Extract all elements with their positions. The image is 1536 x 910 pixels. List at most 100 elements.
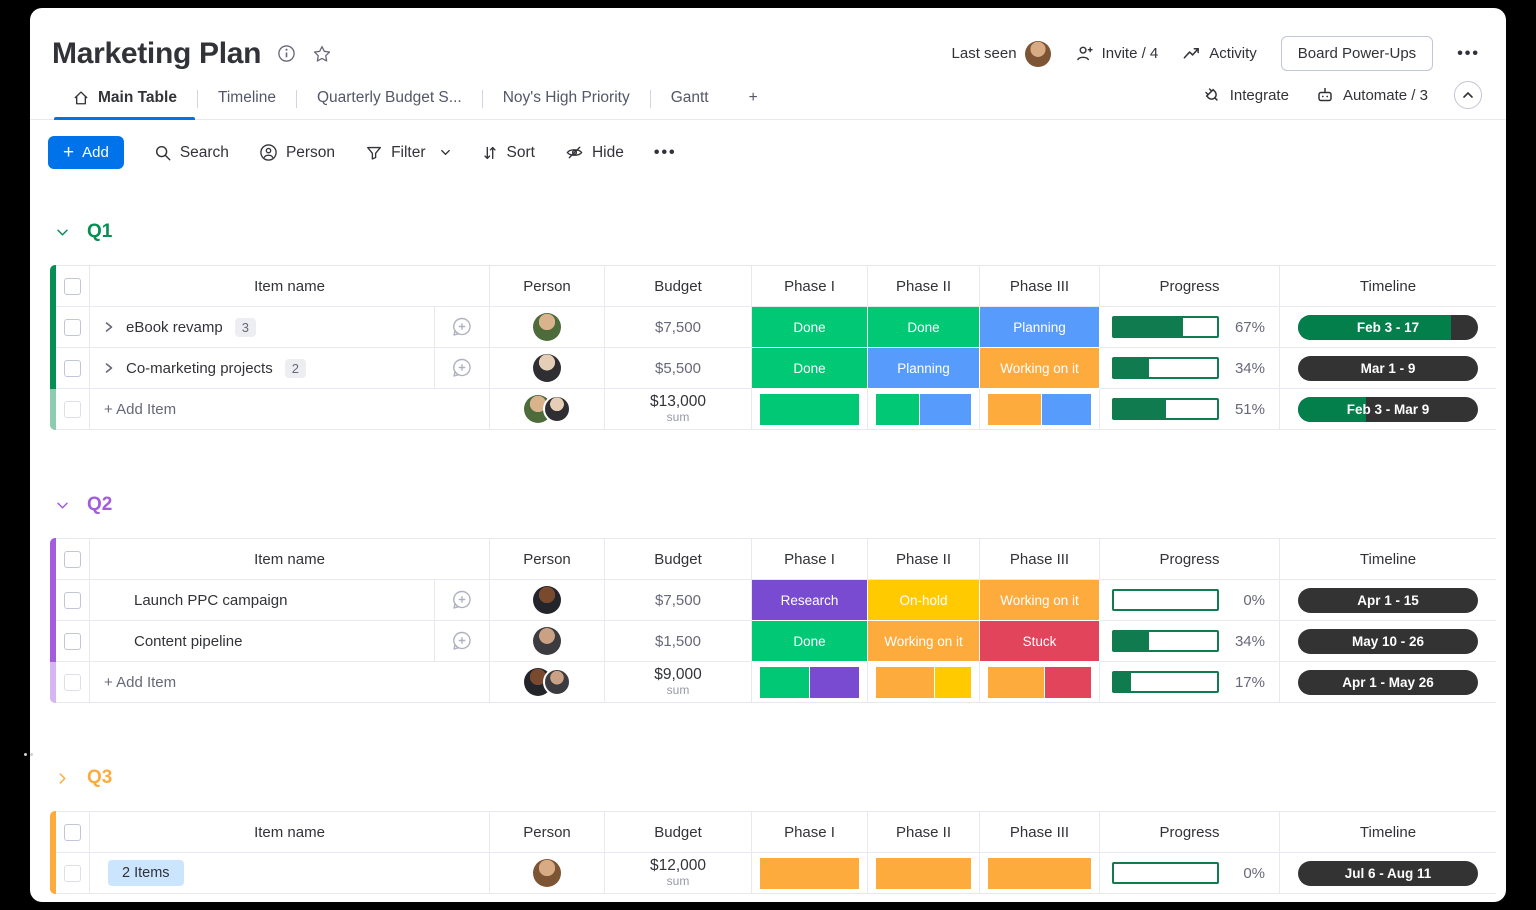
hide-button[interactable]: Hide xyxy=(565,143,624,162)
tab-noys-high-priority[interactable]: Noy's High Priority xyxy=(483,79,650,119)
progress-bar[interactable] xyxy=(1112,630,1219,652)
progress-bar[interactable] xyxy=(1112,589,1219,611)
column-header-progress[interactable]: Progress xyxy=(1100,812,1280,853)
column-header-phase1[interactable]: Phase I xyxy=(752,539,868,580)
add-item-cell[interactable]: + Add Item xyxy=(90,389,490,430)
progress-bar[interactable] xyxy=(1112,357,1219,379)
column-header-item[interactable]: Item name xyxy=(90,266,490,307)
sort-button[interactable]: Sort xyxy=(481,144,535,162)
drag-handle-dots[interactable] xyxy=(24,753,33,756)
avatar[interactable] xyxy=(533,859,561,887)
phase2-status[interactable]: On-hold xyxy=(868,580,980,621)
search-button[interactable]: Search xyxy=(154,144,229,162)
phase2-status[interactable]: Planning xyxy=(868,348,980,389)
column-header-item[interactable]: Item name xyxy=(90,539,490,580)
column-header-phase3[interactable]: Phase III xyxy=(980,812,1100,853)
item-cell[interactable]: Launch PPC campaign xyxy=(90,580,435,621)
column-header-phase1[interactable]: Phase I xyxy=(752,266,868,307)
avatar[interactable] xyxy=(542,395,571,423)
tab-quarterly-budget[interactable]: Quarterly Budget S... xyxy=(297,79,482,119)
column-header-phase2[interactable]: Phase II xyxy=(868,266,980,307)
column-header-person[interactable]: Person xyxy=(490,539,605,580)
row-checkbox[interactable] xyxy=(64,400,81,418)
phase1-status[interactable]: Research xyxy=(752,580,868,621)
row-checkbox[interactable] xyxy=(64,632,81,650)
status-battery[interactable] xyxy=(988,857,1091,889)
collapse-group-icon[interactable] xyxy=(55,498,70,513)
last-seen[interactable]: Last seen xyxy=(952,40,1051,67)
timeline-pill[interactable]: Mar 1 - 9 xyxy=(1298,355,1478,381)
item-cell[interactable]: Content pipeline xyxy=(90,621,435,662)
column-header-phase3[interactable]: Phase III xyxy=(980,266,1100,307)
column-header-budget[interactable]: Budget xyxy=(605,266,752,307)
item-name[interactable]: Launch PPC campaign xyxy=(134,591,288,609)
board-power-ups-button[interactable]: Board Power-Ups xyxy=(1280,36,1434,71)
person-cell[interactable] xyxy=(490,307,605,348)
phase2-status[interactable]: Done xyxy=(868,307,980,348)
column-header-progress[interactable]: Progress xyxy=(1100,539,1280,580)
status-battery[interactable] xyxy=(760,393,859,425)
phase3-status[interactable]: Working on it xyxy=(980,348,1100,389)
row-checkbox[interactable] xyxy=(64,673,81,691)
progress-bar[interactable] xyxy=(1112,862,1219,884)
person-cell[interactable] xyxy=(490,621,605,662)
expand-group-icon[interactable] xyxy=(55,771,70,786)
phase1-status[interactable]: Done xyxy=(752,621,868,662)
timeline-pill[interactable]: Apr 1 - May 26 xyxy=(1298,669,1478,695)
status-battery[interactable] xyxy=(876,393,971,425)
timeline-pill[interactable]: Feb 3 - 17 xyxy=(1298,314,1478,340)
avatar[interactable] xyxy=(533,586,561,614)
expand-row-icon[interactable] xyxy=(104,321,114,333)
collapse-group-icon[interactable] xyxy=(55,225,70,240)
timeline-pill[interactable]: Apr 1 - 15 xyxy=(1298,587,1478,613)
timeline-pill[interactable]: May 10 - 26 xyxy=(1298,628,1478,654)
add-conversation-icon[interactable] xyxy=(450,356,474,380)
row-checkbox[interactable] xyxy=(64,591,81,609)
item-cell[interactable]: eBook revamp 3 xyxy=(90,307,435,348)
chevron-down-icon[interactable] xyxy=(440,147,451,158)
column-header-person[interactable]: Person xyxy=(490,812,605,853)
progress-bar[interactable] xyxy=(1112,671,1219,693)
phase1-status[interactable]: Done xyxy=(752,307,868,348)
column-header-phase2[interactable]: Phase II xyxy=(868,539,980,580)
select-all-checkbox[interactable] xyxy=(64,277,81,295)
phase3-status[interactable]: Working on it xyxy=(980,580,1100,621)
select-all-checkbox[interactable] xyxy=(64,823,81,841)
row-checkbox[interactable] xyxy=(64,864,81,882)
person-cell[interactable] xyxy=(490,348,605,389)
add-item-label[interactable]: + Add Item xyxy=(104,673,177,691)
phase3-status[interactable]: Planning xyxy=(980,307,1100,348)
status-battery[interactable] xyxy=(988,666,1091,698)
avatar[interactable] xyxy=(533,313,561,341)
add-button[interactable]: + Add xyxy=(48,136,124,169)
status-battery[interactable] xyxy=(760,666,859,698)
add-item-label[interactable]: + Add Item xyxy=(104,400,177,418)
item-name[interactable]: Content pipeline xyxy=(134,632,243,650)
budget-cell[interactable]: $7,500 xyxy=(605,580,752,621)
group-name[interactable]: Q3 xyxy=(87,767,113,788)
column-header-budget[interactable]: Budget xyxy=(605,539,752,580)
column-header-item[interactable]: Item name xyxy=(90,812,490,853)
column-header-phase3[interactable]: Phase III xyxy=(980,539,1100,580)
item-name[interactable]: eBook revamp xyxy=(126,318,223,336)
favorite-star-icon[interactable] xyxy=(312,44,332,64)
timeline-pill[interactable]: Feb 3 - Mar 9 xyxy=(1298,396,1478,422)
item-cell[interactable]: Co-marketing projects 2 xyxy=(90,348,435,389)
timeline-pill[interactable]: Jul 6 - Aug 11 xyxy=(1298,860,1478,886)
invite-button[interactable]: Invite / 4 xyxy=(1075,44,1158,63)
activity-button[interactable]: Activity xyxy=(1182,44,1257,63)
add-item-cell[interactable]: + Add Item xyxy=(90,662,490,703)
add-conversation-icon[interactable] xyxy=(450,629,474,653)
group-name[interactable]: Q2 xyxy=(87,494,113,515)
items-count-badge[interactable]: 2 Items xyxy=(108,860,184,886)
column-header-timeline[interactable]: Timeline xyxy=(1280,266,1496,307)
phase2-status[interactable]: Working on it xyxy=(868,621,980,662)
column-header-timeline[interactable]: Timeline xyxy=(1280,539,1496,580)
column-header-progress[interactable]: Progress xyxy=(1100,266,1280,307)
status-battery[interactable] xyxy=(876,666,971,698)
column-header-budget[interactable]: Budget xyxy=(605,812,752,853)
column-header-person[interactable]: Person xyxy=(490,266,605,307)
column-header-timeline[interactable]: Timeline xyxy=(1280,812,1496,853)
tab-timeline[interactable]: Timeline xyxy=(198,79,296,119)
automate-button[interactable]: Automate / 3 xyxy=(1315,85,1428,105)
